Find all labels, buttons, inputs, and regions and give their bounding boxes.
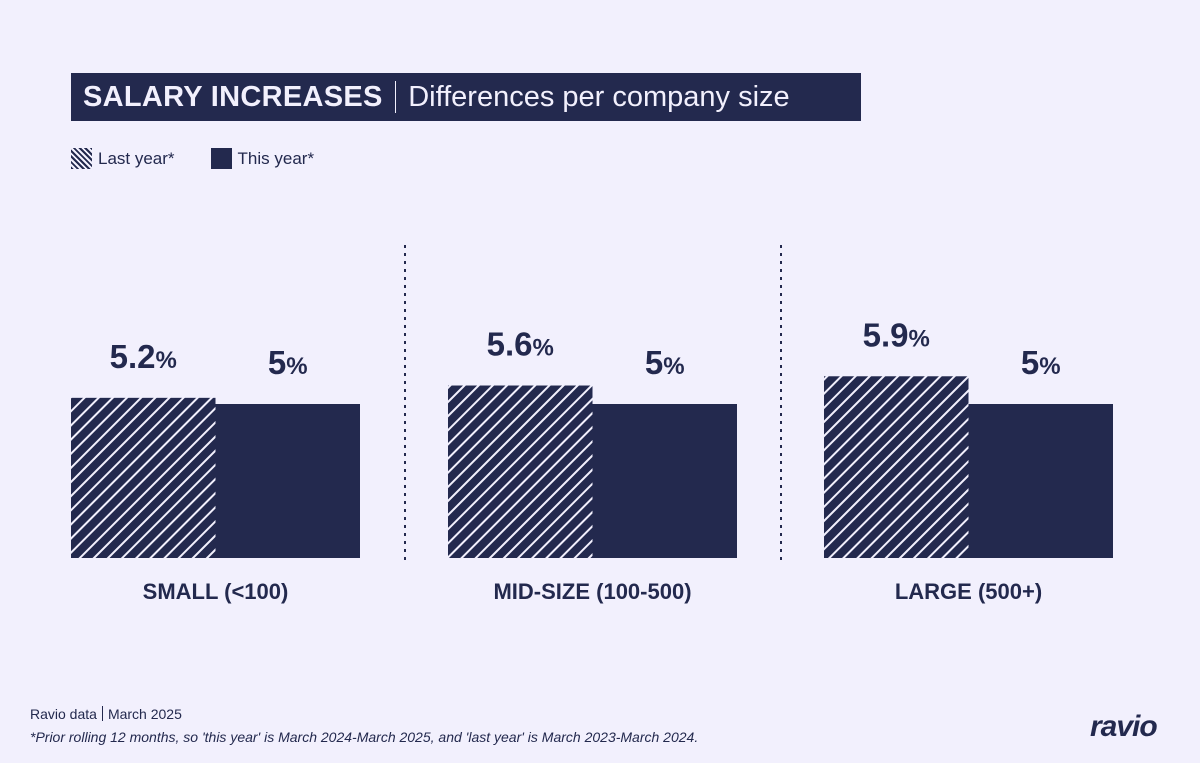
legend-swatch-hatched (71, 148, 92, 169)
legend-swatch-solid (210, 148, 232, 169)
bar-last-year (71, 397, 216, 558)
legend-label: Last year* (98, 148, 175, 168)
bar-this-year (215, 404, 360, 558)
legend: Last year* This year* (71, 148, 350, 169)
source-text: Ravio data (30, 706, 97, 722)
category-label: SMALL (<100) (143, 579, 289, 604)
data-label: 5.2% (110, 338, 177, 375)
legend-item-this-year: This year* (210, 148, 315, 169)
chart-title: SALARY INCREASES (83, 80, 383, 113)
legend-label: This year* (237, 148, 315, 168)
data-label: 5% (1021, 344, 1061, 381)
bar-last-year (448, 385, 593, 558)
data-label: 5.9% (863, 316, 930, 353)
data-label: 5.6% (487, 326, 554, 363)
chart-subtitle: Differences per company size (408, 80, 790, 113)
chart-title-bar: SALARY INCREASES Differences per company… (71, 73, 861, 121)
data-label: 5% (645, 344, 685, 381)
ravio-logo: ravio (1090, 710, 1158, 743)
bar-this-year (968, 404, 1113, 558)
category-label: LARGE (500+) (895, 579, 1042, 604)
legend-item-last-year: Last year* (71, 148, 175, 169)
footer-source: Ravio data March 2025 (30, 706, 182, 722)
category-label: MID-SIZE (100-500) (493, 579, 691, 604)
title-divider (394, 81, 397, 113)
source-date: March 2025 (107, 706, 182, 722)
data-label: 5% (268, 344, 308, 381)
footer-divider (101, 706, 103, 721)
bar-last-year (824, 376, 969, 558)
footnote: *Prior rolling 12 months, so 'this year'… (30, 729, 699, 745)
bar-this-year (592, 404, 737, 558)
